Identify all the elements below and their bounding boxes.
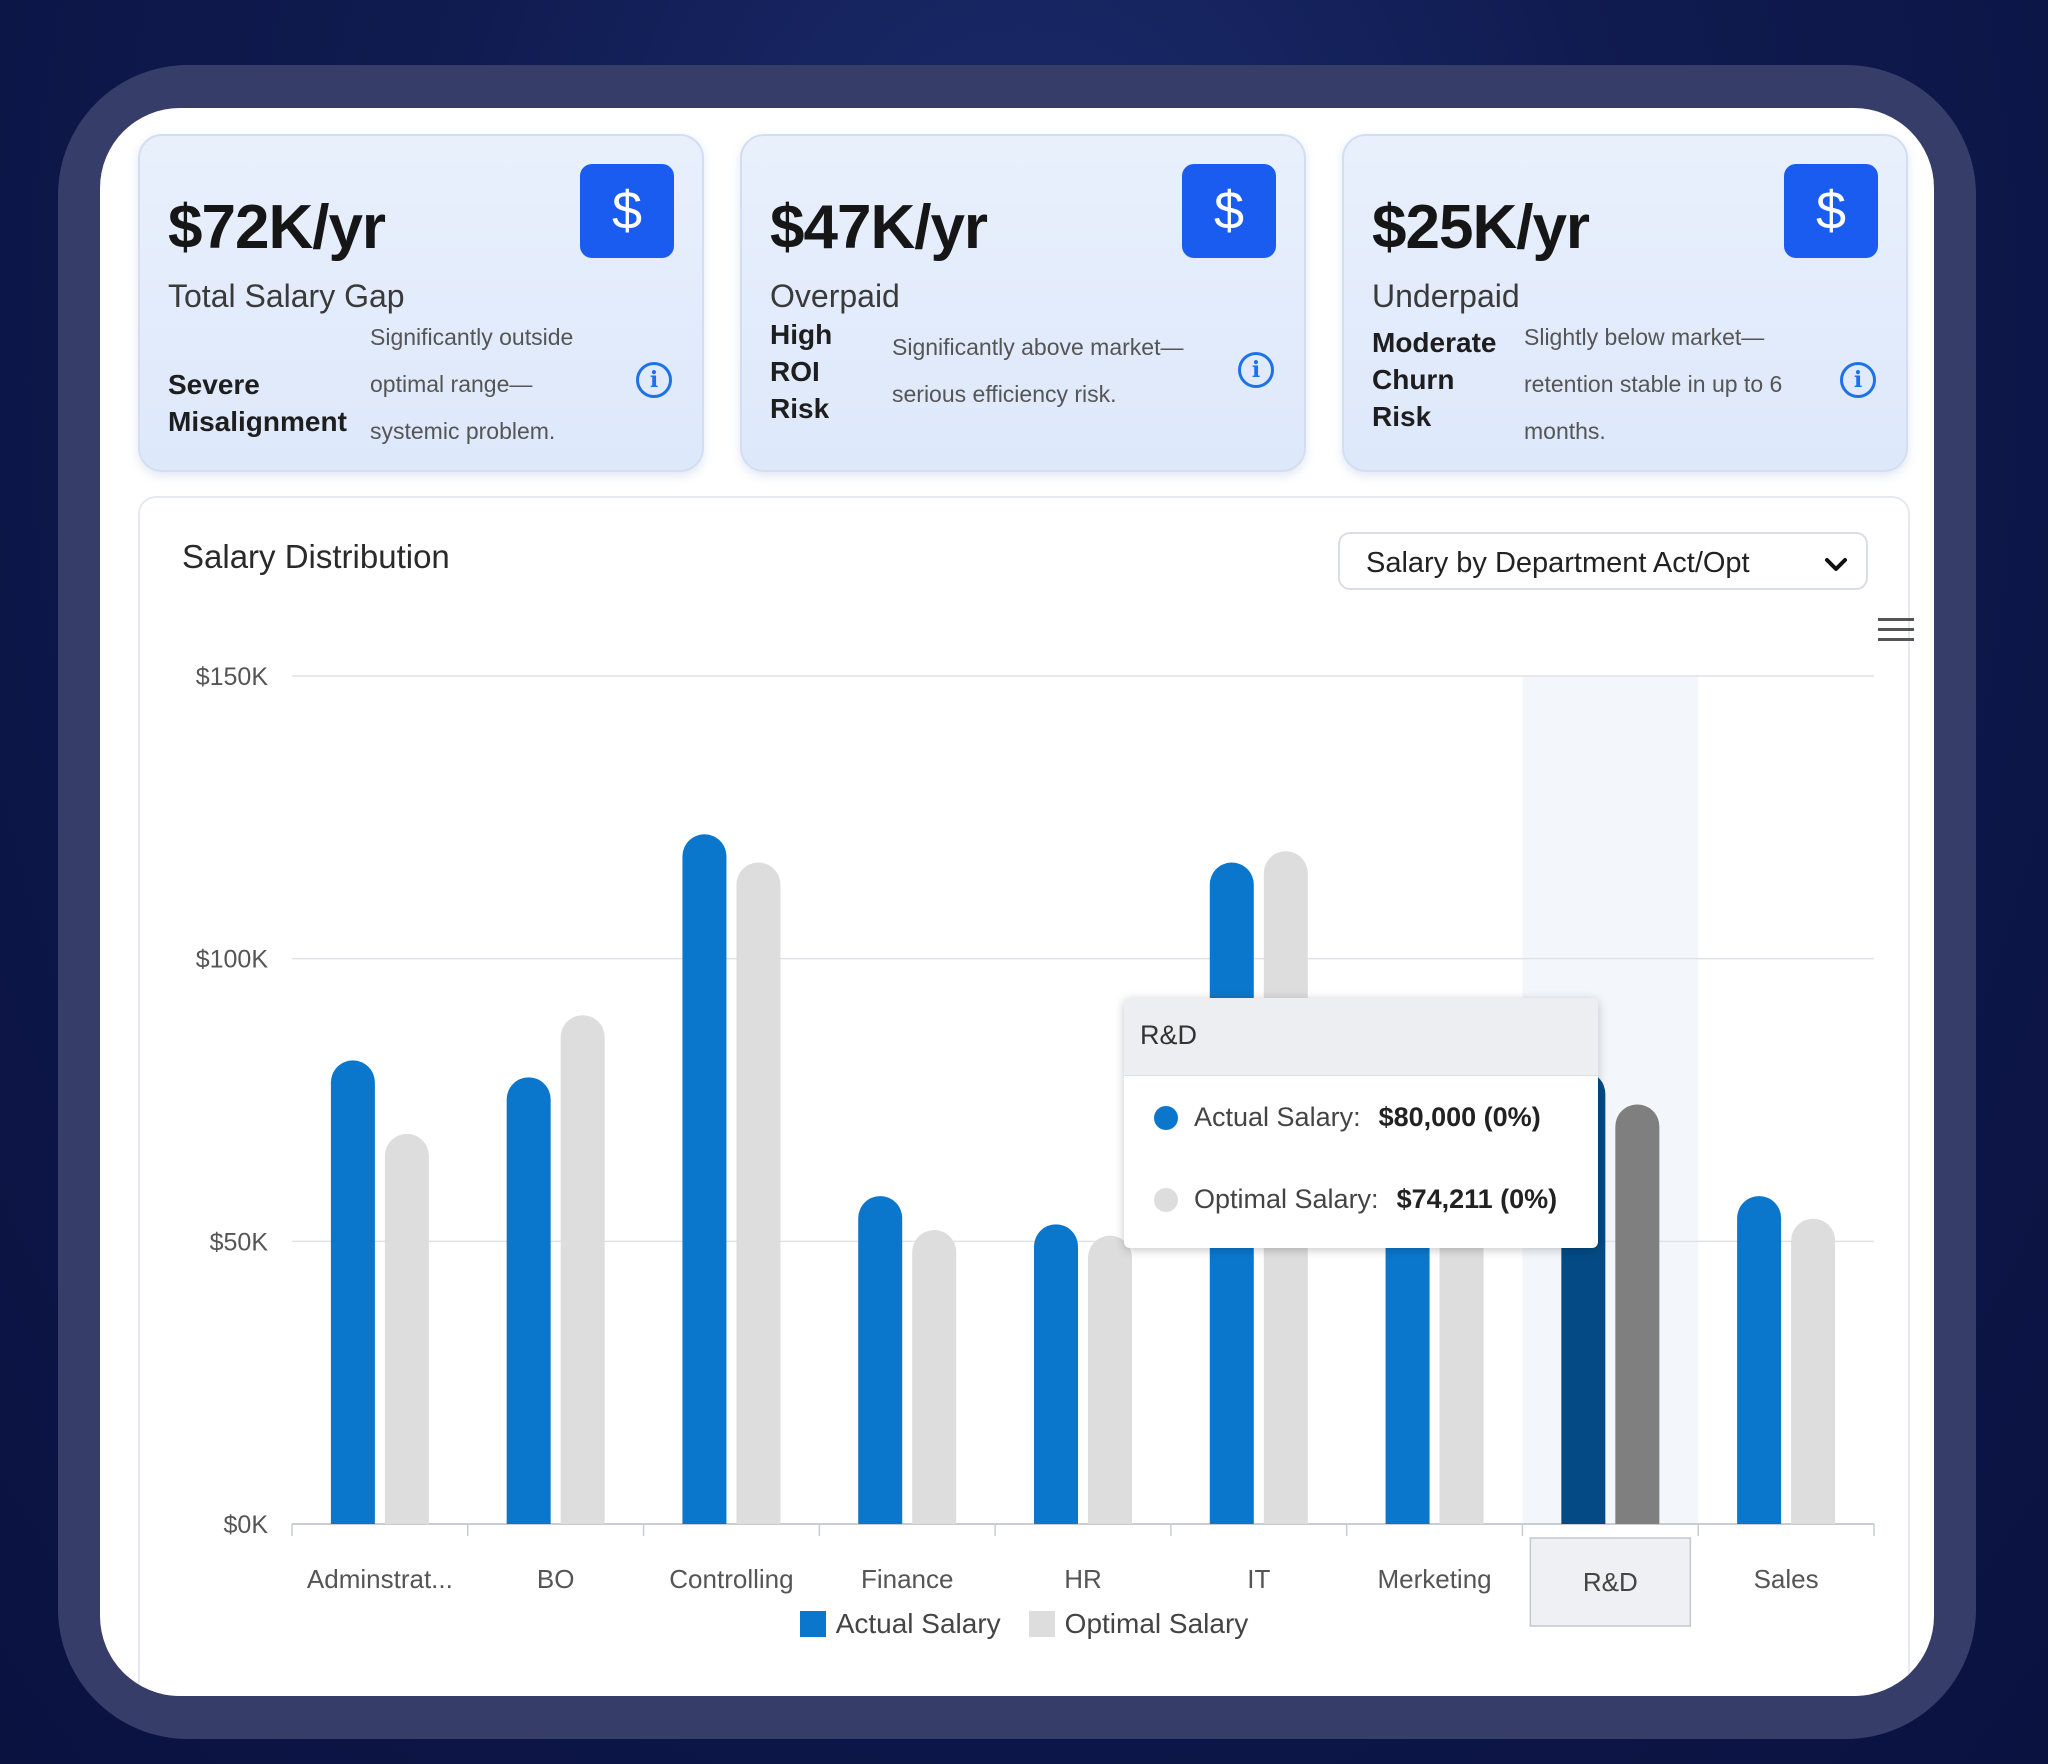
tooltip-title: R&D <box>1124 998 1598 1076</box>
risk-line: ROI <box>770 356 820 387</box>
kpi-card-underpaid: $25K/yr Underpaid $ Moderate Churn Risk … <box>1342 134 1908 472</box>
x-tick-label: IT <box>1247 1564 1270 1594</box>
tooltip-value: $74,211 (0%) <box>1396 1184 1558 1214</box>
risk-line: Misalignment <box>168 406 347 437</box>
chart-title: Salary Distribution <box>182 538 450 575</box>
bar-optimal-salary <box>384 1133 429 1524</box>
tooltip-label: Actual Salary: <box>1194 1102 1361 1132</box>
x-tick-label: Controlling <box>669 1564 793 1594</box>
bar-optimal-salary <box>1791 1218 1836 1524</box>
chart-tooltip: R&D Actual Salary: $80,000 (0%) Optimal … <box>1124 998 1598 1248</box>
legend-swatch <box>799 1611 826 1637</box>
x-label-highlight-box <box>1529 1537 1692 1627</box>
chevron-down-icon <box>1825 558 1847 571</box>
desc-line: Significantly outside <box>370 324 574 350</box>
legend-swatch <box>1028 1611 1055 1637</box>
bar-optimal-salary <box>1088 1235 1132 1524</box>
risk-line: Risk <box>770 393 830 424</box>
kpi-value: $72K/yr <box>168 193 386 262</box>
legend-item-actual[interactable]: Actual Salary <box>799 1608 1001 1640</box>
desc-line: retention stable in up to 6 <box>1524 371 1783 397</box>
bar-optimal-salary <box>560 1015 605 1524</box>
x-tick-label: HR <box>1064 1564 1102 1594</box>
x-tick-label: Merketing <box>1377 1564 1491 1594</box>
y-tick-label: $50K <box>210 1228 269 1256</box>
x-tick-label: R&D <box>1583 1567 1638 1597</box>
x-tick-label: Adminstrat... <box>307 1564 453 1594</box>
desc-line: optimal range— <box>370 371 533 397</box>
legend-label: Optimal Salary <box>1064 1608 1249 1639</box>
risk-line: Severe <box>168 369 260 400</box>
dollar-icon: $ <box>1784 164 1878 258</box>
x-tick-label: Sales <box>1754 1564 1819 1594</box>
bar-optimal-salary <box>912 1230 957 1524</box>
kpi-card-overpaid: $47K/yr Overpaid $ High ROI Risk Signifi… <box>740 134 1306 472</box>
legend-item-optimal[interactable]: Optimal Salary <box>1028 1608 1249 1640</box>
bar-actual-salary <box>1737 1196 1782 1524</box>
desc-line: Slightly below market— <box>1524 324 1765 350</box>
x-tick-label: Finance <box>861 1564 954 1594</box>
series-dot <box>1154 1187 1178 1212</box>
bar-optimal-salary <box>1615 1104 1660 1524</box>
info-icon[interactable]: i <box>1840 362 1876 398</box>
risk-line: Risk <box>1372 401 1432 432</box>
y-tick-label: $0K <box>224 1511 269 1539</box>
risk-level: High ROI Risk <box>770 316 832 427</box>
y-tick-label: $150K <box>196 663 269 691</box>
risk-level: Severe Misalignment <box>168 366 347 440</box>
risk-line: High <box>770 319 833 350</box>
dashboard-panel: $72K/yr Total Salary Gap $ Severe Misali… <box>100 108 1934 1696</box>
dollar-icon: $ <box>1182 164 1276 258</box>
chart-legend: Actual Salary Optimal Salary <box>140 1608 1908 1640</box>
bar-actual-salary <box>1034 1224 1078 1524</box>
kpi-label: Underpaid <box>1372 278 1520 314</box>
bar-optimal-salary <box>736 862 781 1524</box>
risk-description: Slightly below market— retention stable … <box>1524 314 1782 455</box>
legend-label: Actual Salary <box>835 1608 1001 1639</box>
tooltip-value: $80,000 (0%) <box>1378 1102 1541 1132</box>
kpi-value: $47K/yr <box>770 193 988 262</box>
info-icon[interactable]: i <box>1238 352 1274 388</box>
risk-line: Churn <box>1372 364 1455 395</box>
series-dot <box>1154 1105 1178 1130</box>
kpi-card-total-gap: $72K/yr Total Salary Gap $ Severe Misali… <box>138 134 704 472</box>
bar-chart: $0K $50K $100K $150K Adminstrat... BO Controll… <box>196 663 1875 1627</box>
bar-actual-salary <box>858 1196 903 1524</box>
risk-description: Significantly above market— serious effi… <box>892 324 1183 418</box>
desc-line: systemic problem. <box>370 418 556 444</box>
dropdown-value: Salary by Department Act/Opt <box>1366 547 1750 579</box>
bar-actual-salary <box>330 1060 375 1524</box>
desc-line: Significantly above market— <box>892 334 1184 360</box>
tooltip-label: Optimal Salary: <box>1194 1184 1379 1214</box>
kpi-label: Total Salary Gap <box>168 278 405 314</box>
bar-actual-salary <box>506 1077 551 1524</box>
x-tick-label: BO <box>537 1564 575 1594</box>
hamburger-menu-icon[interactable] <box>1876 616 1916 644</box>
risk-level: Moderate Churn Risk <box>1372 324 1496 435</box>
kpi-value: $25K/yr <box>1372 193 1590 262</box>
kpi-label: Overpaid <box>770 278 900 314</box>
info-icon[interactable]: i <box>636 362 672 398</box>
desc-line: serious efficiency risk. <box>892 381 1117 407</box>
tooltip-row-actual: Actual Salary: $80,000 (0%) <box>1154 1102 1541 1133</box>
dollar-icon: $ <box>580 164 674 258</box>
tooltip-row-optimal: Optimal Salary: $74,211 (0%) <box>1154 1184 1557 1215</box>
risk-line: Moderate <box>1372 327 1497 358</box>
bar-actual-salary <box>682 834 727 1524</box>
y-tick-label: $100K <box>196 946 269 974</box>
risk-description: Significantly outside optimal range— sys… <box>370 314 573 455</box>
salary-distribution-card: Salary Distribution Salary by Department… <box>138 496 1914 1696</box>
desc-line: months. <box>1524 418 1606 444</box>
chart-type-dropdown[interactable]: Salary by Department Act/Opt <box>1338 532 1868 590</box>
